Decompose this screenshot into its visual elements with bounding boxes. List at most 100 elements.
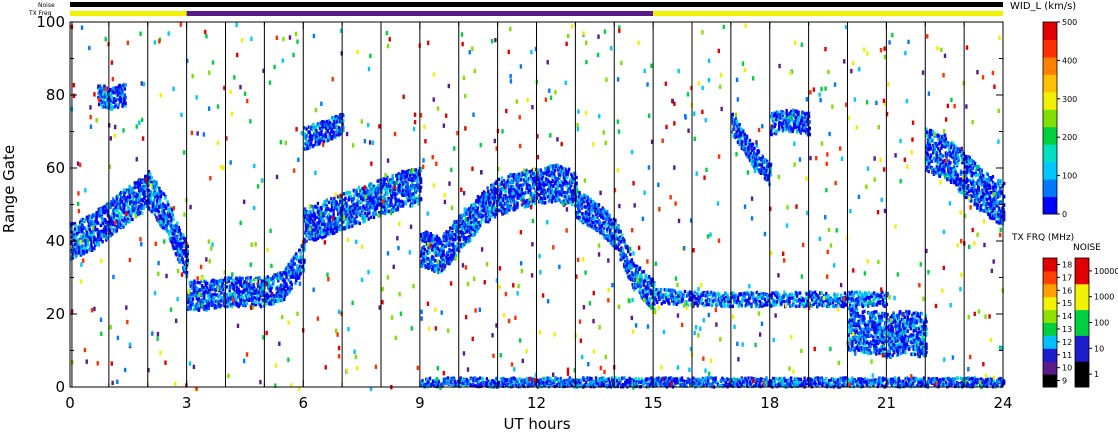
echo-cell	[184, 248, 187, 253]
echo-cell	[175, 224, 178, 228]
echo-cell	[153, 204, 157, 209]
echo-cell	[471, 227, 474, 232]
echo-cell	[176, 229, 179, 234]
echo-cell	[650, 292, 653, 296]
echo-cell	[477, 212, 480, 217]
echo-cell	[498, 208, 501, 212]
echo-cell	[484, 219, 488, 224]
echo-cell	[386, 192, 389, 197]
echo-cell	[689, 290, 692, 294]
echo-cell	[330, 197, 333, 201]
echo-cell	[160, 219, 163, 223]
echo-cell	[309, 220, 313, 224]
echo-cell	[466, 217, 470, 221]
echo-cell	[453, 226, 456, 231]
echo-cell	[668, 288, 672, 293]
echo-cell	[564, 195, 567, 199]
echo-cell	[461, 219, 465, 224]
echo-cell	[381, 207, 384, 211]
echo-cell	[473, 232, 477, 237]
echo-cell	[115, 228, 119, 233]
echo-cell	[308, 145, 311, 149]
echo-cell	[443, 267, 446, 271]
echo-cell	[225, 295, 228, 300]
echo-cell	[585, 199, 589, 204]
echo-cell	[638, 266, 642, 270]
echo-cell	[569, 196, 572, 200]
echo-cell	[354, 216, 357, 221]
echo-cell	[271, 281, 275, 286]
echo-cell	[436, 244, 439, 248]
echo-cell	[446, 253, 450, 257]
echo-cell	[481, 217, 484, 222]
echo-cell	[565, 191, 569, 195]
echo-cell	[619, 252, 622, 257]
echo-cell	[137, 212, 140, 217]
echo-cell	[383, 205, 386, 209]
echo-cell	[93, 220, 97, 224]
echo-cell	[342, 128, 345, 132]
echo-cell	[585, 194, 588, 198]
echo-cell	[481, 202, 485, 206]
echo-cell	[614, 229, 618, 233]
echo-cell	[202, 290, 205, 295]
echo-cell	[695, 301, 699, 305]
echo-cell	[100, 87, 103, 91]
echo-cell	[75, 228, 79, 232]
echo-cell	[76, 244, 80, 248]
echo-cell	[695, 292, 699, 296]
echo-cell	[588, 207, 591, 211]
echo-cell	[411, 185, 415, 190]
echo-cell	[158, 192, 161, 196]
echo-cell	[220, 296, 223, 300]
echo-cell	[108, 219, 112, 223]
echo-cell	[610, 234, 613, 238]
echo-cell	[676, 297, 679, 302]
echo-cell	[483, 196, 486, 200]
echo-cell	[233, 291, 237, 296]
echo-cell	[570, 195, 574, 199]
echo-cell	[327, 138, 330, 142]
echo-cell	[413, 174, 417, 178]
echo-cell	[207, 306, 210, 311]
echo-cell	[460, 245, 463, 249]
echo-cell	[101, 239, 104, 244]
echo-cell	[285, 275, 288, 280]
echo-cell	[206, 303, 209, 307]
echo-cell	[444, 244, 447, 248]
echo-cell	[560, 180, 563, 184]
echo-cell	[330, 127, 334, 131]
echo-cell	[127, 198, 130, 203]
echo-cell	[446, 257, 450, 261]
echo-cell	[387, 186, 391, 190]
echo-cell	[463, 212, 467, 217]
echo-cell	[579, 202, 582, 206]
echo-cell	[413, 178, 416, 183]
echo-cell	[576, 206, 580, 210]
echo-cell	[570, 202, 574, 207]
echo-cell	[484, 212, 488, 216]
echo-cell	[97, 86, 100, 90]
echo-cell	[404, 180, 408, 184]
echo-cell	[492, 183, 495, 187]
echo-cell	[415, 171, 418, 176]
echo-cell	[492, 196, 495, 201]
echo-cell	[515, 173, 518, 177]
echo-cell	[561, 190, 564, 194]
echo-cell	[375, 194, 378, 198]
echo-cell	[559, 165, 563, 169]
echo-cell	[395, 187, 399, 191]
echo-cell	[87, 219, 90, 224]
echo-cell	[464, 236, 468, 240]
echo-cell	[116, 89, 119, 94]
echo-cell	[543, 188, 546, 193]
echo-cell	[264, 294, 267, 298]
echo-cell	[598, 210, 601, 214]
echo-cell	[357, 220, 360, 224]
echo-cell	[666, 294, 669, 299]
echo-cell	[137, 207, 140, 212]
echo-cell	[123, 210, 126, 215]
echo-cell	[331, 219, 335, 224]
echo-cell	[435, 266, 438, 271]
echo-cell	[356, 201, 359, 206]
